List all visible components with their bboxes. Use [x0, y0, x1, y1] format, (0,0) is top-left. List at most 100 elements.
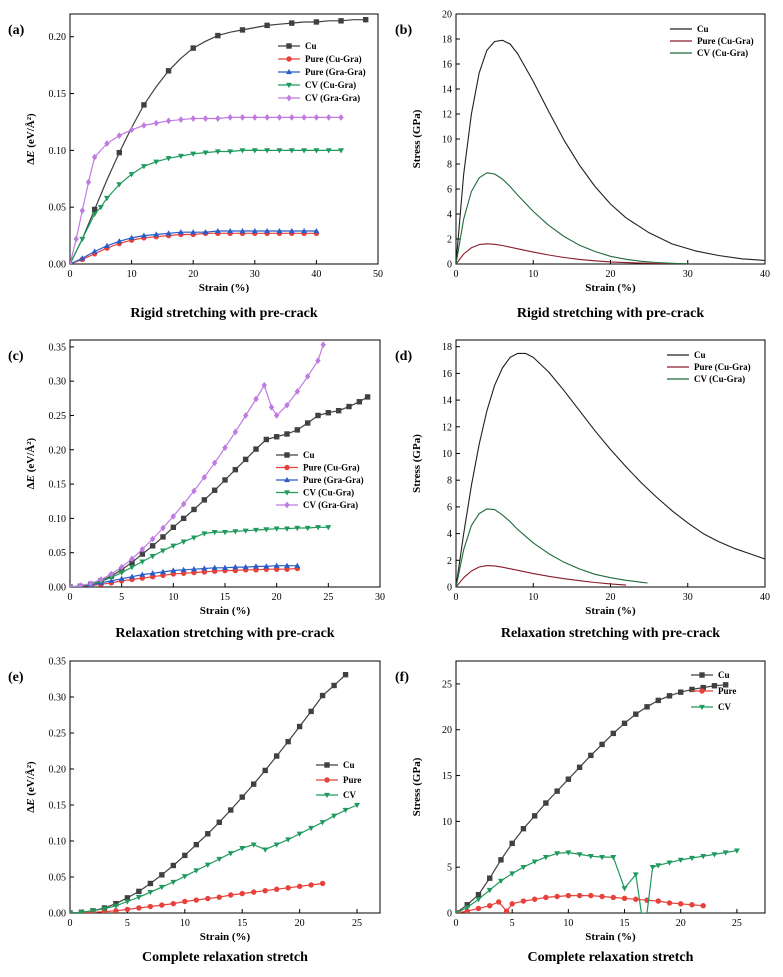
- data-point: [666, 860, 673, 866]
- data-point: [655, 697, 661, 704]
- x-tick-label: 0: [68, 269, 73, 280]
- data-point: [253, 527, 259, 534]
- data-point: [588, 752, 594, 759]
- data-point: [70, 583, 73, 587]
- x-tick-label: 10: [528, 269, 538, 280]
- x-tick-label: 20: [295, 918, 305, 929]
- data-point: [202, 150, 209, 156]
- legend-label: Cu: [718, 670, 730, 680]
- legend-marker: [286, 43, 292, 49]
- data-point: [228, 892, 234, 898]
- data-point: [678, 901, 684, 907]
- data-point: [354, 802, 361, 809]
- data-point: [315, 412, 321, 419]
- x-tick-label: 25: [352, 918, 362, 929]
- x-tick-label: 30: [375, 592, 385, 603]
- y-tick-label: 0.25: [49, 729, 67, 740]
- data-point: [89, 908, 96, 913]
- panel-caption: Relaxation stretching with pre-crack: [115, 626, 334, 641]
- data-point: [364, 394, 371, 400]
- series-line: [70, 149, 341, 264]
- data-point: [655, 863, 662, 869]
- data-point: [264, 114, 270, 121]
- data-area: [70, 16, 369, 264]
- data-point: [296, 883, 303, 890]
- data-point: [160, 568, 166, 575]
- data-point: [211, 564, 218, 570]
- data-point: [666, 693, 673, 699]
- data-point: [170, 862, 177, 869]
- x-tick-label: 20: [606, 269, 616, 280]
- y-tick-label: 0.10: [49, 514, 67, 525]
- data-point: [170, 879, 177, 886]
- data-point: [273, 434, 280, 440]
- x-tick-label: 10: [180, 918, 190, 929]
- data-point: [112, 903, 119, 909]
- x-axis-label: Strain (%): [200, 931, 251, 943]
- data-point: [320, 341, 326, 349]
- data-point: [325, 525, 332, 531]
- data-point: [216, 856, 223, 863]
- legend-label: Pure (Cu-Gra): [303, 463, 360, 473]
- y-tick-label: 14: [442, 85, 452, 96]
- data-point: [531, 859, 538, 865]
- data-point: [79, 207, 86, 214]
- x-tick-label: 10: [563, 918, 573, 929]
- data-point: [543, 894, 549, 901]
- panel-caption: Rigid stretching with pre-crack: [517, 306, 705, 321]
- data-point: [576, 852, 583, 858]
- data-point: [520, 898, 527, 904]
- x-tick-label: 30: [683, 269, 693, 280]
- data-point: [261, 381, 267, 389]
- legend-marker: [286, 68, 292, 75]
- data-point: [193, 868, 200, 874]
- data-point: [273, 753, 280, 759]
- data-point: [204, 862, 211, 868]
- data-point: [170, 543, 177, 549]
- data-point: [242, 412, 249, 419]
- data-point: [178, 116, 184, 124]
- data-point: [576, 764, 583, 770]
- data-point: [129, 555, 135, 563]
- series-line: [456, 684, 726, 913]
- y-tick-label: 0.00: [49, 583, 67, 594]
- y-tick-label: 2: [447, 235, 452, 246]
- y-tick-label: 14: [442, 396, 452, 407]
- legend-label: Cu: [305, 41, 317, 51]
- y-tick-label: 6: [447, 185, 452, 196]
- data-point: [633, 711, 639, 717]
- legend-label: CV: [343, 790, 356, 800]
- data-point: [147, 889, 154, 896]
- y-tick-label: 0.25: [49, 411, 67, 422]
- data-point: [232, 466, 239, 473]
- data-point: [160, 534, 166, 540]
- y-tick-label: 15: [442, 771, 452, 782]
- data-point: [222, 564, 228, 570]
- data-point: [118, 570, 125, 576]
- data-point: [159, 902, 165, 908]
- data-point: [180, 500, 187, 508]
- data-point: [118, 563, 125, 571]
- data-point: [191, 566, 197, 572]
- series-line: [456, 39, 766, 264]
- data-point: [262, 847, 269, 853]
- data-point: [487, 902, 493, 909]
- data-point: [232, 563, 239, 570]
- data-point: [211, 529, 218, 536]
- y-tick-label: 0.20: [49, 32, 67, 43]
- legend-marker: [286, 82, 292, 89]
- series-line: [70, 804, 358, 913]
- data-point: [147, 880, 154, 887]
- legend-marker: [324, 777, 330, 783]
- panel-label: (a): [8, 23, 25, 38]
- data-point: [136, 905, 142, 911]
- y-axis-label: Stress (GPa): [411, 434, 423, 493]
- legend-label: CV (Cu-Gra): [305, 80, 356, 90]
- panel-label: (f): [395, 670, 409, 685]
- y-tick-label: 0: [447, 260, 452, 271]
- data-point: [346, 403, 352, 410]
- data-point: [308, 708, 314, 715]
- data-point: [215, 32, 221, 39]
- data-point: [242, 528, 249, 534]
- data-point: [205, 831, 211, 837]
